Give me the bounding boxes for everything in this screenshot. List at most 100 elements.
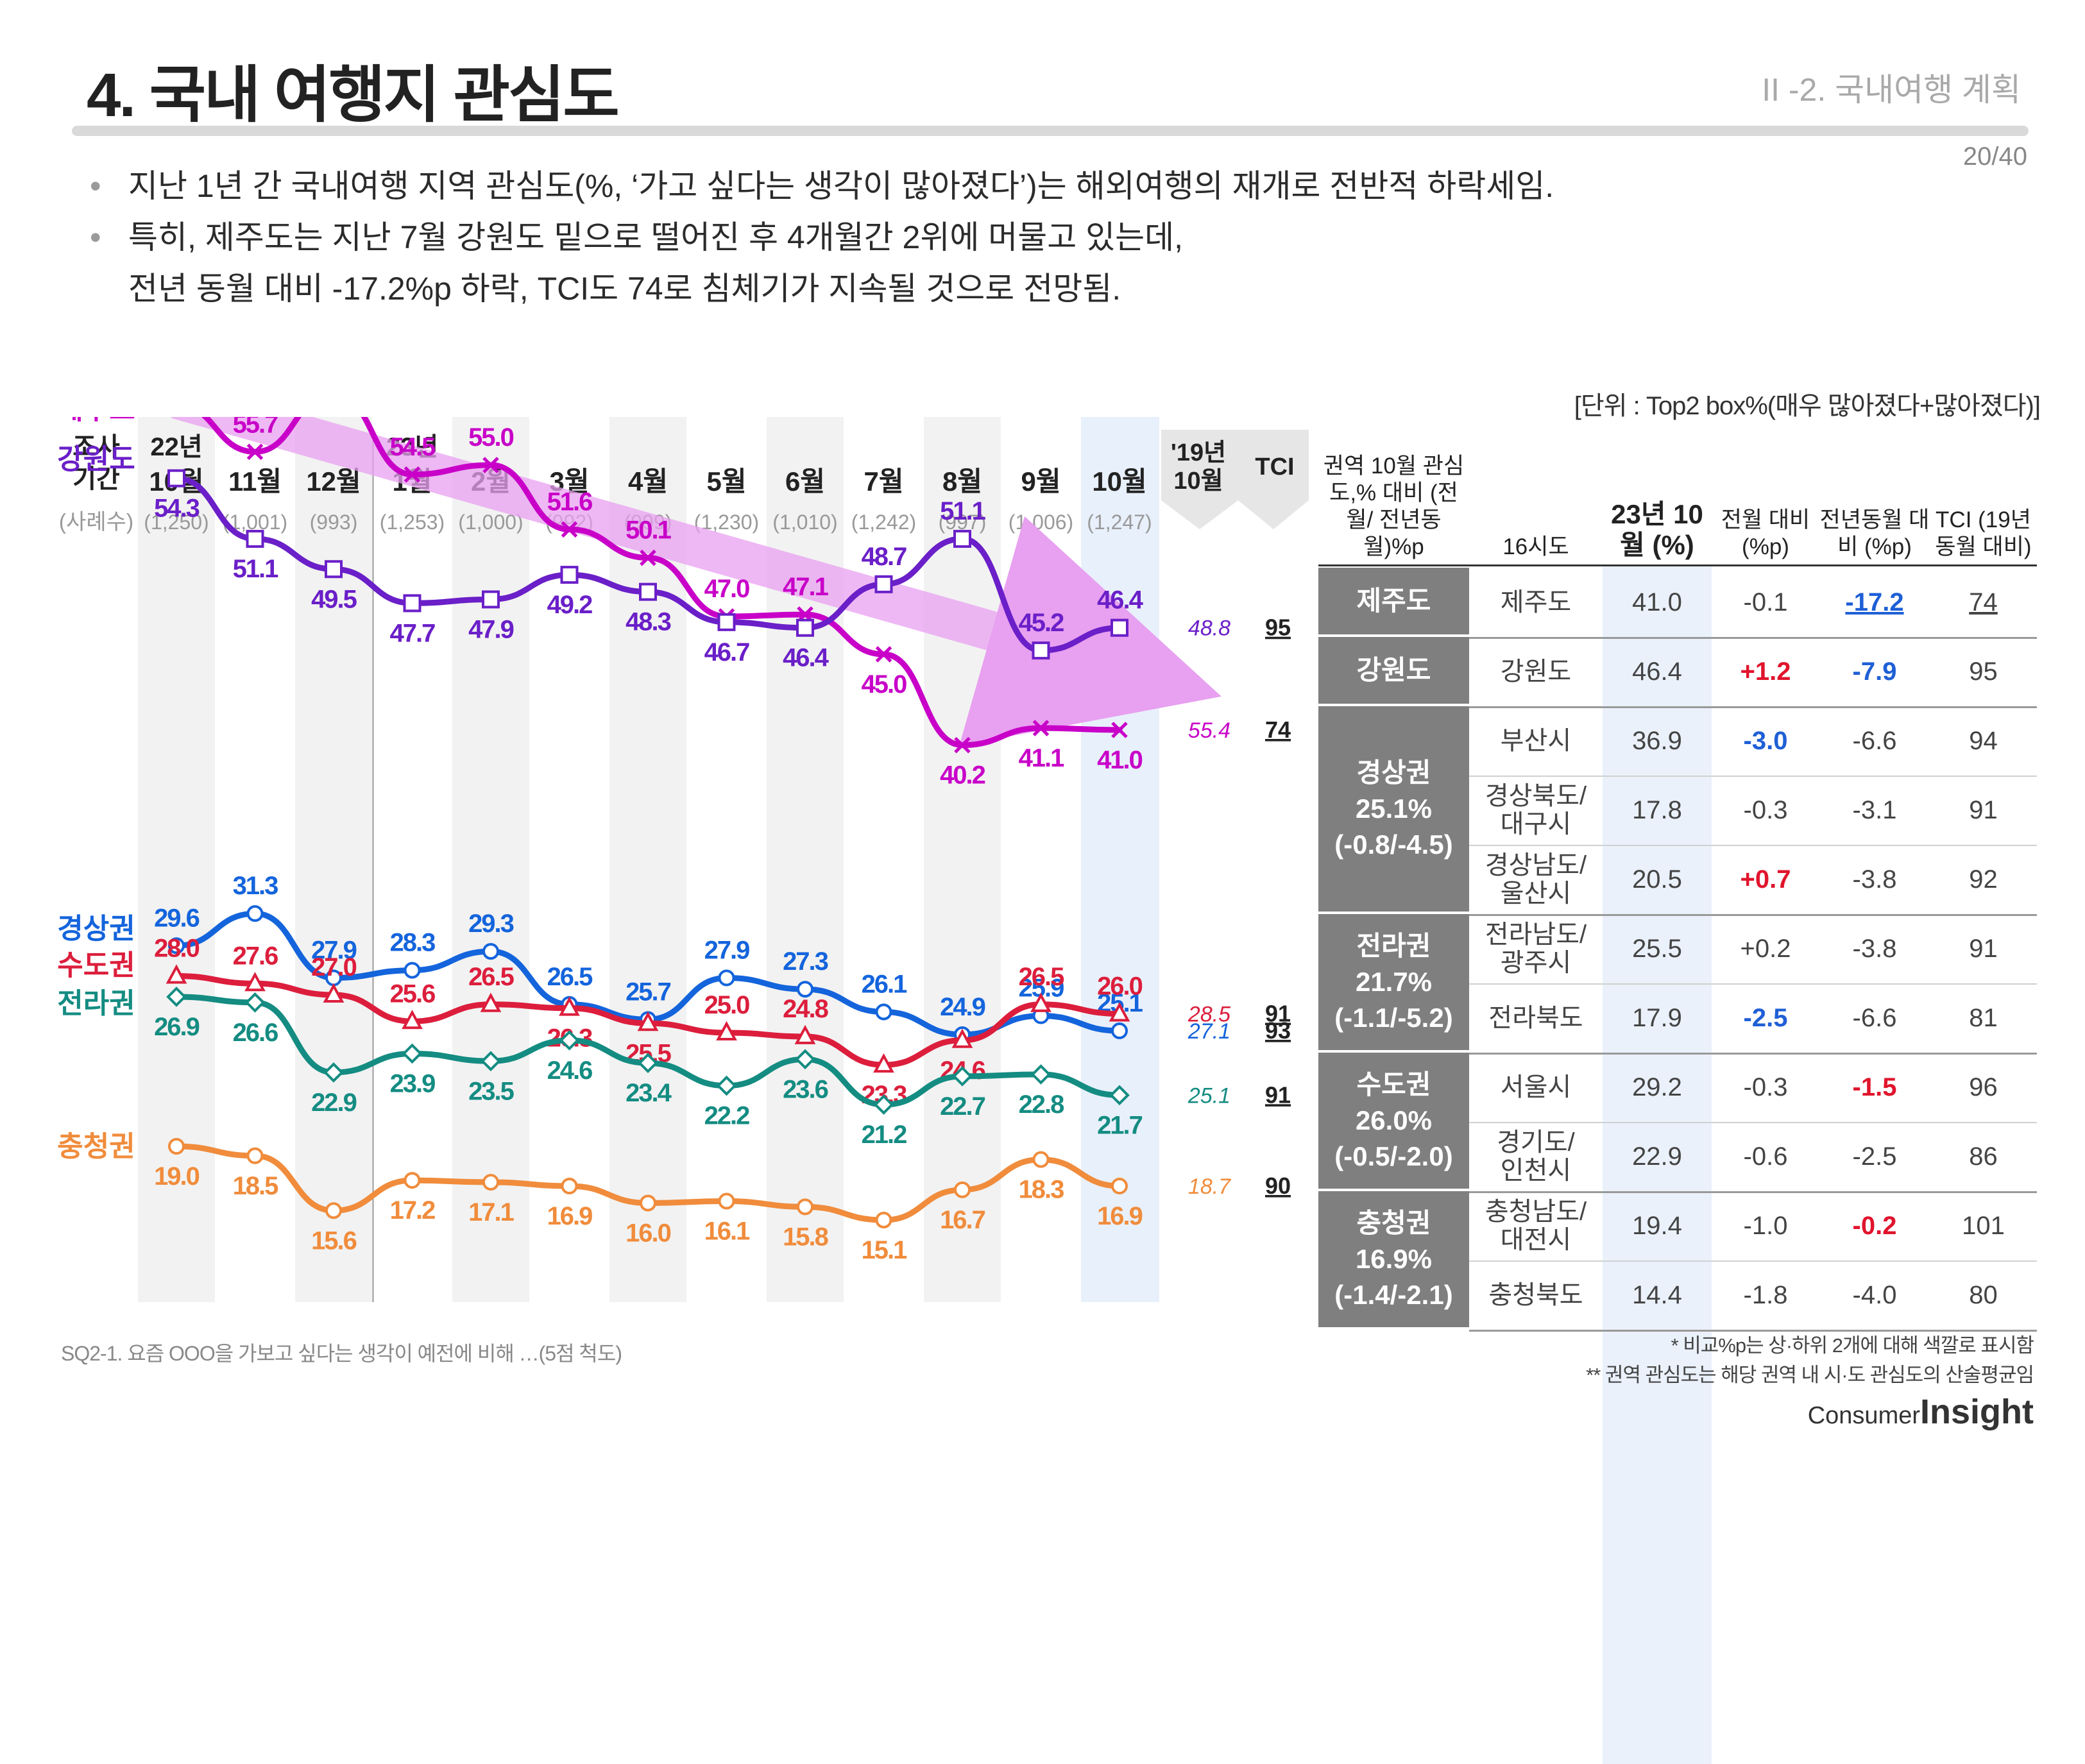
data-point-경상권 [797,981,813,998]
data-point-제주도 [875,646,892,663]
region-summary-line: 충청권 [1356,1208,1431,1238]
column-shade [609,417,686,1302]
data-label-제주도: 45.0 [862,670,907,699]
data-point-제주도 [404,466,421,483]
data-label-충청권: 18.3 [1019,1176,1064,1204]
table-cell-yoy: -3.1 [1852,796,1897,824]
marker-stroke [640,549,656,566]
data-label-경상권: 27.9 [704,936,750,964]
data-label-전라권: 23.6 [783,1075,828,1103]
tci-value-경상권: 93 [1265,1017,1291,1044]
data-point-강원도 [325,560,343,579]
data-point-충청권 [640,1194,656,1212]
data-label-경상권: 28.3 [390,929,436,957]
marker-stroke [954,736,971,754]
data-label-전라권: 24.6 [547,1056,593,1085]
tci-header-shape [1238,430,1309,529]
table-cell-tci: 101 [1962,1212,2005,1240]
data-point-제주도 [561,521,578,538]
data-point-제주도 [246,443,264,461]
data-point-충청권 [797,1198,813,1216]
data-point-제주도 [640,549,656,566]
table-cell-tci: 91 [1969,935,1998,963]
table-cell-mom: -1.0 [1743,1212,1788,1240]
data-label-수도권: 25.6 [390,980,436,1008]
table-cell-tci: 95 [1969,657,1998,686]
data-point-전라권 [244,992,266,1013]
region-summary: 수도권 26.0% (-0.5/-2.0) [1334,1067,1452,1175]
region-summary-line: 제주도 [1356,586,1431,616]
data-label-전라권: 23.4 [626,1079,672,1107]
table-cell-yoy: -2.5 [1852,1142,1897,1171]
ref-header-label: 10월 [1173,468,1223,495]
marker-stroke [1032,720,1050,736]
table-cell-mom: +0.2 [1740,935,1791,963]
data-point-전라권 [795,1049,815,1070]
ref-value-충청권: 18.7 [1188,1175,1231,1199]
data-label-강원도: 48.3 [626,608,671,636]
data-point-수도권 [951,1028,973,1048]
ref-value-수도권: 28.5 [1187,1003,1230,1027]
data-point-충청권 [718,1192,735,1210]
data-point-강원도 [403,594,421,613]
period-label: 조사 [72,433,120,461]
data-point-전라권 [323,1062,344,1083]
data-point-경상권 [875,1003,892,1021]
data-point-전라권 [1030,1064,1051,1085]
bullet-2: • 특히, 제주도는 지난 7월 강원도 밑으로 떨어진 후 4개월간 2위에 머… [90,212,1554,263]
tci-value-수도권: 91 [1265,1001,1291,1027]
data-label-제주도: 50.1 [626,516,672,545]
data-point-수도권 [402,1010,423,1030]
legend-제주도: 제주도 [57,417,135,425]
table-cell-mom: -0.3 [1743,796,1788,824]
x-tick-label: 11월 [228,466,282,496]
row-divider [1469,776,2037,777]
region-summary: 경상권 25.1% (-0.8/-4.5) [1334,755,1452,863]
data-point-제주도 [1032,720,1050,736]
data-label-전라권: 22.7 [940,1092,985,1121]
data-label-충청권: 17.2 [390,1196,436,1225]
data-label-충청권: 15.1 [862,1236,908,1264]
column-shade [452,417,529,1302]
row-divider [1469,983,2037,985]
table-cell-tci: 92 [1969,865,1998,894]
data-point-수도권 [559,996,580,1016]
data-label-경상권: 27.9 [311,936,357,964]
table-cell-tci: 74 [1969,588,1998,616]
data-label-제주도: 41.0 [1097,746,1143,774]
marker-stroke [246,443,264,461]
summary-bullets: • 지난 1년 간 국내여행 지역 관심도(%, ‘가고 싶다는 생각이 많아졌다… [90,160,1554,314]
data-label-충청권: 16.9 [547,1202,593,1230]
header-city: 16시도 [1502,534,1569,559]
x-tick-label: 5월 [707,466,747,496]
data-label-전라권: 22.2 [704,1102,750,1130]
table-cell-pct: 20.5 [1632,865,1682,894]
data-point-제주도 [954,736,971,754]
table-cell-mom: -0.3 [1743,1073,1788,1101]
data-point-수도권 [244,972,266,992]
series-line-제주도 [201,417,1123,749]
data-label-전라권: 23.9 [390,1069,436,1098]
data-label-전라권: 26.6 [233,1019,278,1047]
group-divider [1469,1053,2037,1055]
data-label-강원도: 47.9 [468,615,514,643]
data-label-전라권: 21.2 [862,1121,907,1149]
region-summary: 제주도 [1357,583,1431,619]
tci-value-제주도: 74 [1265,717,1291,743]
region-summary-line: (-0.8/-4.5) [1334,829,1453,860]
data-label-경상권: 24.9 [940,993,985,1021]
data-label-강원도: 47.7 [390,619,436,647]
data-point-경상권 [1111,1022,1128,1040]
data-label-충청권: 16.9 [1097,1202,1143,1230]
data-label-강원도: 51.1 [940,497,986,525]
data-label-경상권: 26.1 [862,971,908,999]
region-summary-line: 25.1% [1355,793,1433,824]
table-cell-mom: -2.5 [1743,1004,1788,1032]
data-point-경상권 [482,943,499,960]
table-cell-city: 서울시 [1500,1073,1572,1101]
data-label-충청권: 16.7 [940,1206,985,1234]
data-label-충청권: 19.0 [154,1162,200,1191]
region-summary: 강원도 [1357,652,1431,688]
data-label-수도권: 26.0 [1097,972,1143,1001]
table-cell-city: 경상남도/ 울산시 [1485,851,1587,908]
